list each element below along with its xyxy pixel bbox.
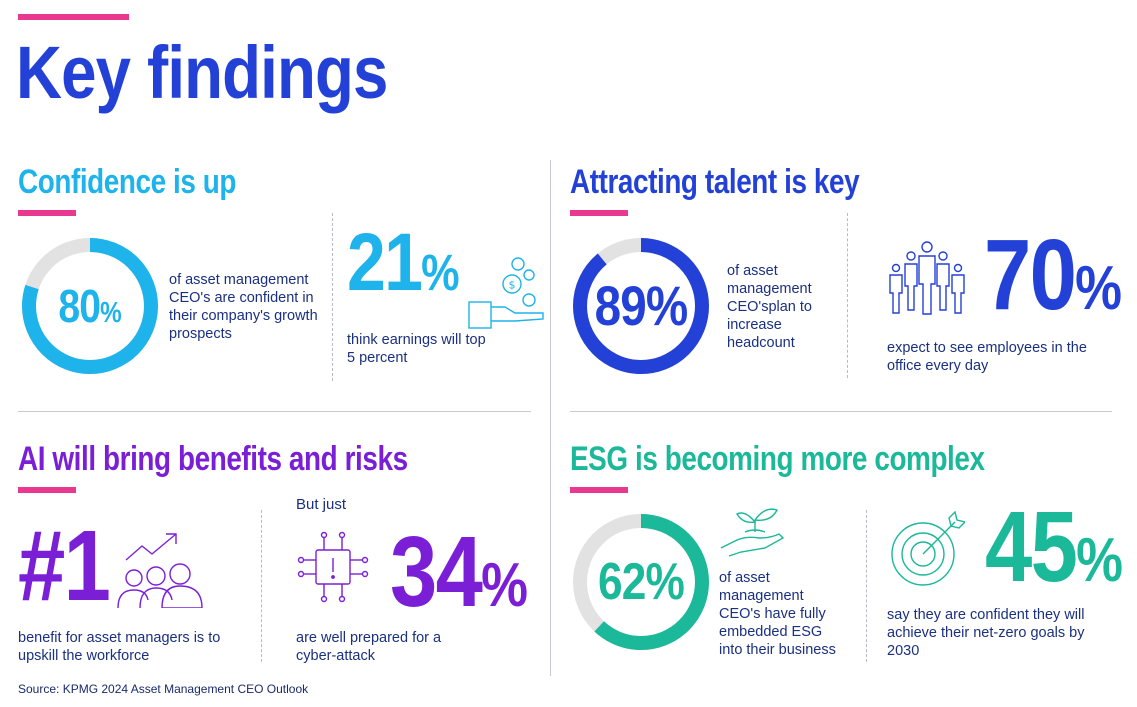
confidence-donut-unit: % [100,297,122,329]
ai-rank: #1 [18,510,111,622]
left-row-divider [18,411,531,412]
center-divider [550,160,551,676]
target-arrow-icon [891,510,965,586]
talent-donut-unit: % [645,274,688,337]
group-of-people-icon [889,241,965,315]
talent-stat-text: expect to see employees in the office ev… [887,340,1087,374]
people-growth-icon [117,533,203,608]
talent-accent-bar [570,210,628,216]
talent-donut-arc [573,238,709,374]
ai-but-just: But just [296,496,347,513]
esg-stat-unit: % [1076,526,1124,595]
confidence-accent-bar [18,210,76,216]
ai-stat: 34% [390,520,528,638]
confidence-donut-label: 80% [31,283,150,336]
confidence-title: Confidence is up [18,163,237,201]
ai-stat-unit: % [481,551,529,620]
svg-text:$: $ [509,279,516,292]
source-note: Source: KPMG 2024 Asset Management CEO O… [18,682,309,696]
esg-donut-value: 62 [598,553,646,611]
confidence-donut [22,238,158,374]
esg-donut [573,514,709,650]
esg-donut-label: 62% [582,555,701,609]
ai-rank-text: benefit for asset managers is to upskill… [18,630,221,664]
ai-stat-value: 34 [390,516,483,628]
esg-inner-divider [866,510,867,662]
talent-donut [573,238,709,374]
hand-coins-icon: $ [468,257,544,329]
confidence-stat: 21% [347,218,460,318]
esg-stat-text: say they are confident they will achieve… [887,607,1085,659]
talent-donut-label: 89% [582,278,701,334]
confidence-stat-unit: % [421,244,460,301]
esg-accent-bar [570,487,628,493]
talent-donut-text: of asset management CEO'splan to increas… [727,263,812,351]
right-row-divider [570,411,1112,412]
talent-stat-unit: % [1075,254,1123,323]
confidence-stat-value: 21 [347,217,423,308]
talent-inner-divider [847,213,848,378]
talent-stat-value: 70 [984,219,1077,331]
ai-title: AI will bring benefits and risks [18,440,408,478]
confidence-donut-arc [22,238,158,374]
esg-donut-arc [573,514,709,650]
chip-alert-icon [297,531,369,603]
header-accent-bar [18,14,129,20]
confidence-inner-divider [332,213,333,381]
hand-plant-icon [720,508,785,557]
esg-donut-text: of asset management CEO's have fully emb… [719,570,836,658]
ai-stat-text: are well prepared for a cyber-attack [296,630,442,664]
esg-title: ESG is becoming more complex [570,440,985,478]
talent-title: Attracting talent is key [570,163,860,201]
ai-inner-divider [261,510,262,662]
talent-donut-value: 89 [594,274,647,337]
page-title: Key findings [16,31,388,114]
esg-stat: 45% [985,495,1123,613]
esg-donut-unit: % [645,553,685,611]
ai-accent-bar [18,487,76,493]
esg-stat-value: 45 [985,491,1078,603]
confidence-donut-text: of asset management CEO's are confident … [169,272,318,342]
confidence-donut-value: 80 [58,280,101,332]
talent-stat: 70% [984,223,1122,341]
confidence-stat-text: think earnings will top 5 percent [347,332,486,366]
